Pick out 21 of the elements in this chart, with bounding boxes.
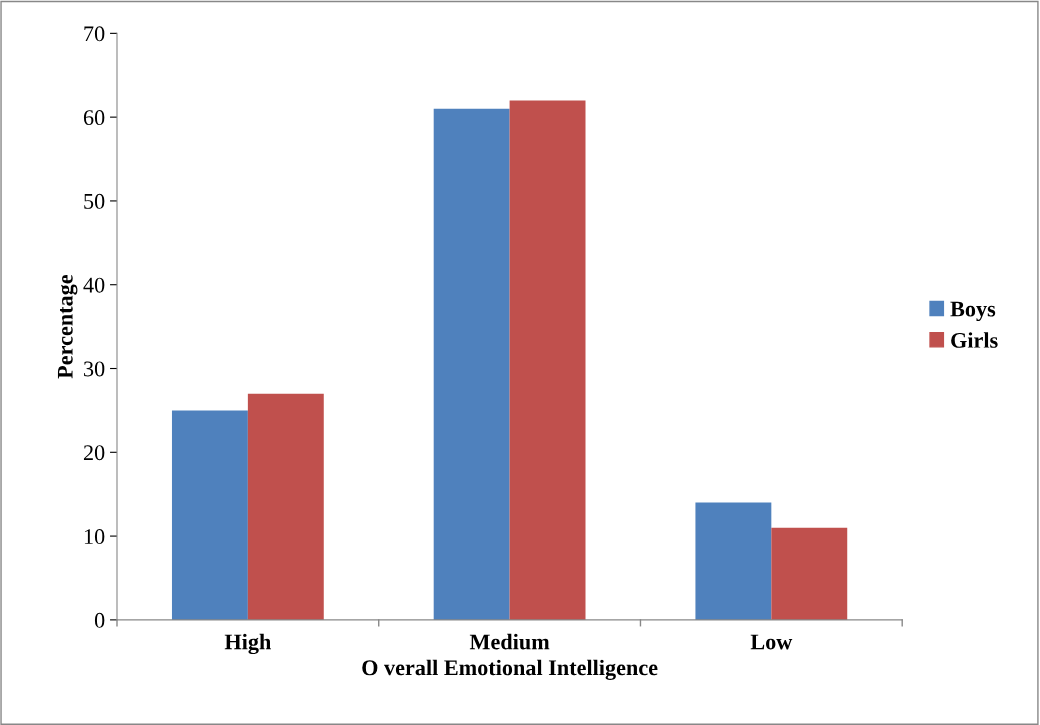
y-tick-label: 0 <box>94 612 105 628</box>
x-axis-title: O verall Emotional Intelligence <box>362 659 658 680</box>
y-tick-label: 30 <box>84 361 105 377</box>
y-tick-label: 10 <box>84 529 105 545</box>
x-tick-label: High <box>224 633 271 655</box>
y-axis-title: Percentage <box>57 274 78 379</box>
y-tick-label: 20 <box>83 445 105 461</box>
y-tick-label: 60 <box>83 110 105 126</box>
x-tick-label: Low <box>750 634 793 650</box>
bar <box>509 100 586 620</box>
bar <box>695 502 772 620</box>
bar <box>247 393 324 620</box>
legend-label: Boys <box>950 301 996 322</box>
bar <box>771 527 848 620</box>
y-tick-label: 50 <box>84 193 105 209</box>
x-tick-label: Medium <box>469 633 550 650</box>
bar <box>433 108 510 620</box>
y-tick-label: 40 <box>83 277 105 293</box>
y-tick-label: 70 <box>84 26 105 42</box>
legend-label: Girls <box>951 332 998 348</box>
bar <box>171 410 248 620</box>
